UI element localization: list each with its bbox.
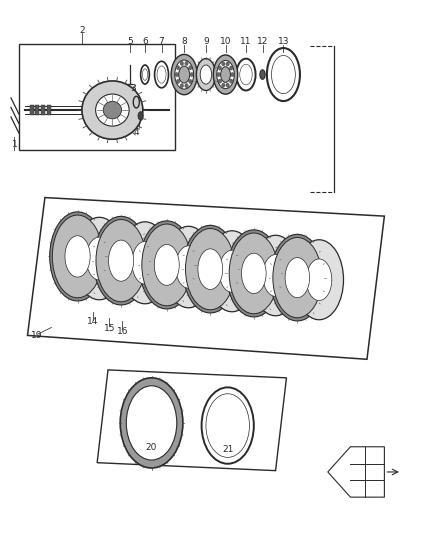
Ellipse shape: [157, 66, 166, 83]
Ellipse shape: [285, 257, 310, 298]
Text: 16: 16: [117, 327, 128, 336]
Ellipse shape: [177, 79, 180, 84]
Ellipse shape: [132, 241, 158, 284]
Ellipse shape: [95, 94, 129, 126]
Ellipse shape: [189, 79, 192, 84]
Ellipse shape: [154, 245, 179, 285]
Ellipse shape: [86, 237, 113, 280]
Ellipse shape: [180, 61, 184, 66]
Ellipse shape: [196, 59, 215, 91]
Text: 4: 4: [134, 128, 139, 137]
Ellipse shape: [263, 255, 288, 296]
Ellipse shape: [273, 238, 322, 318]
Ellipse shape: [307, 259, 332, 301]
Ellipse shape: [190, 72, 194, 77]
Ellipse shape: [96, 220, 146, 302]
Text: 6: 6: [142, 37, 148, 46]
Ellipse shape: [226, 230, 281, 317]
Ellipse shape: [226, 62, 230, 66]
Ellipse shape: [206, 394, 250, 457]
Bar: [35, 106, 39, 115]
Ellipse shape: [217, 72, 220, 77]
Ellipse shape: [175, 72, 178, 77]
Ellipse shape: [126, 386, 177, 460]
Ellipse shape: [230, 79, 233, 83]
Bar: [41, 106, 45, 115]
Text: 10: 10: [220, 37, 231, 46]
Text: 21: 21: [222, 445, 233, 454]
Ellipse shape: [186, 229, 235, 310]
Ellipse shape: [176, 246, 201, 288]
Ellipse shape: [270, 235, 325, 321]
Ellipse shape: [171, 54, 197, 95]
Text: 20: 20: [146, 443, 157, 453]
Text: 3: 3: [130, 84, 136, 93]
Ellipse shape: [109, 240, 134, 281]
Ellipse shape: [241, 253, 266, 294]
Ellipse shape: [74, 217, 124, 300]
Ellipse shape: [240, 64, 252, 85]
Ellipse shape: [120, 378, 183, 468]
Ellipse shape: [222, 83, 225, 87]
Text: 17: 17: [281, 295, 293, 304]
Bar: [19, 44, 176, 150]
Ellipse shape: [142, 69, 148, 80]
Ellipse shape: [138, 112, 143, 120]
Ellipse shape: [231, 72, 234, 77]
Ellipse shape: [198, 249, 223, 289]
Text: 19: 19: [31, 331, 42, 340]
Text: 14: 14: [87, 317, 99, 326]
Text: 7: 7: [159, 37, 164, 46]
Ellipse shape: [218, 66, 222, 70]
Ellipse shape: [229, 233, 279, 314]
Ellipse shape: [230, 66, 233, 70]
Ellipse shape: [219, 250, 245, 292]
Ellipse shape: [226, 83, 230, 87]
Ellipse shape: [179, 66, 190, 83]
Ellipse shape: [207, 231, 257, 312]
Bar: [30, 106, 34, 115]
Ellipse shape: [221, 67, 230, 83]
Text: 11: 11: [240, 37, 252, 46]
Ellipse shape: [180, 84, 184, 88]
Ellipse shape: [213, 55, 238, 94]
Text: 15: 15: [103, 324, 115, 333]
Ellipse shape: [218, 79, 222, 83]
Ellipse shape: [222, 62, 225, 66]
Ellipse shape: [217, 60, 234, 88]
Ellipse shape: [251, 235, 300, 316]
Ellipse shape: [82, 81, 143, 139]
Text: 13: 13: [278, 37, 289, 46]
Text: 2: 2: [79, 26, 85, 35]
Ellipse shape: [189, 66, 192, 70]
Ellipse shape: [93, 216, 149, 305]
Ellipse shape: [260, 70, 265, 79]
Ellipse shape: [65, 236, 90, 277]
Text: 8: 8: [181, 37, 187, 46]
Ellipse shape: [185, 61, 188, 66]
Text: 12: 12: [257, 37, 268, 46]
Text: 1: 1: [11, 140, 18, 149]
Ellipse shape: [139, 221, 194, 309]
Ellipse shape: [295, 240, 343, 320]
Ellipse shape: [183, 225, 238, 313]
Ellipse shape: [52, 215, 103, 298]
Text: 18: 18: [297, 298, 309, 307]
Ellipse shape: [103, 101, 121, 119]
Ellipse shape: [185, 84, 188, 88]
Ellipse shape: [272, 55, 295, 94]
Ellipse shape: [177, 66, 180, 70]
Bar: [47, 106, 50, 115]
Ellipse shape: [200, 65, 212, 84]
Ellipse shape: [49, 212, 106, 301]
Ellipse shape: [164, 227, 213, 308]
Ellipse shape: [142, 224, 192, 306]
Ellipse shape: [120, 222, 170, 304]
Text: 9: 9: [203, 37, 209, 46]
Text: 5: 5: [127, 37, 133, 46]
Ellipse shape: [175, 60, 194, 89]
